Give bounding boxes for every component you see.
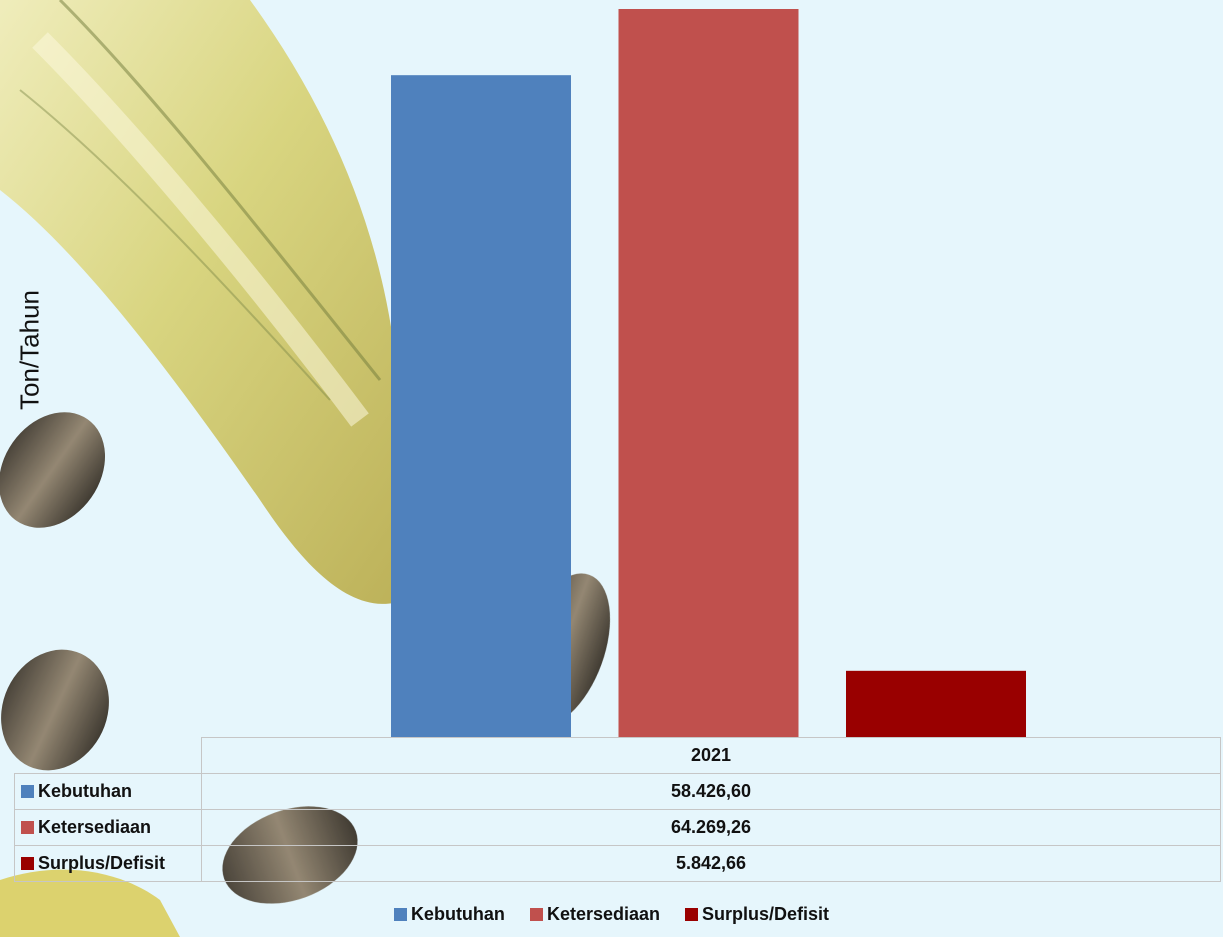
- legend-item: Kebutuhan: [393, 904, 505, 924]
- data-table-row-label: Kebutuhan: [14, 773, 202, 810]
- legend-key-ketersediaan: [21, 821, 34, 834]
- legend-swatch: [393, 908, 407, 921]
- data-table-row-label: Surplus/Defisit: [14, 845, 202, 882]
- legend-swatch: [529, 908, 543, 921]
- legend-item: Ketersediaan: [529, 904, 660, 924]
- data-table-value: 5.842,66: [201, 845, 1221, 882]
- data-table-header-row: 2021: [14, 737, 1221, 774]
- data-table-value: 64.269,26: [201, 809, 1221, 846]
- bar-kebutuhan: [391, 75, 571, 737]
- data-table-row-label: Ketersediaan: [14, 809, 202, 846]
- data-table-row: Ketersediaan 64.269,26: [14, 809, 1221, 846]
- legend-key-surplus-defisit: [21, 857, 34, 870]
- legend-key-kebutuhan: [21, 785, 34, 798]
- data-table-value: 58.426,60: [201, 773, 1221, 810]
- data-table-corner: [14, 737, 202, 774]
- y-axis-label: Ton/Tahun: [14, 290, 45, 410]
- data-table-row: Surplus/Defisit 5.842,66: [14, 845, 1221, 882]
- data-table: 2021 Kebutuhan 58.426,60 Ketersediaan 64…: [14, 737, 1221, 882]
- bar-surplus-defisit: [846, 670, 1026, 737]
- bar-ketersediaan: [618, 9, 799, 737]
- legend-swatch: [685, 908, 699, 921]
- data-table-category: 2021: [201, 737, 1221, 774]
- legend: Kebutuhan Ketersediaan Surplus/Defisit: [0, 904, 1223, 925]
- data-table-row: Kebutuhan 58.426,60: [14, 773, 1221, 810]
- legend-item: Surplus/Defisit: [685, 904, 829, 924]
